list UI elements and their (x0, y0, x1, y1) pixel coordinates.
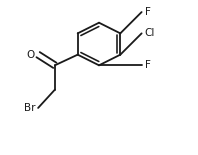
FancyBboxPatch shape (26, 50, 35, 59)
Text: Br: Br (24, 103, 35, 113)
Text: O: O (27, 50, 35, 60)
FancyBboxPatch shape (144, 29, 160, 38)
FancyBboxPatch shape (144, 61, 154, 70)
Text: F: F (145, 7, 150, 17)
Text: Cl: Cl (145, 28, 155, 38)
FancyBboxPatch shape (144, 8, 154, 17)
Text: F: F (145, 60, 150, 70)
FancyBboxPatch shape (20, 103, 35, 112)
